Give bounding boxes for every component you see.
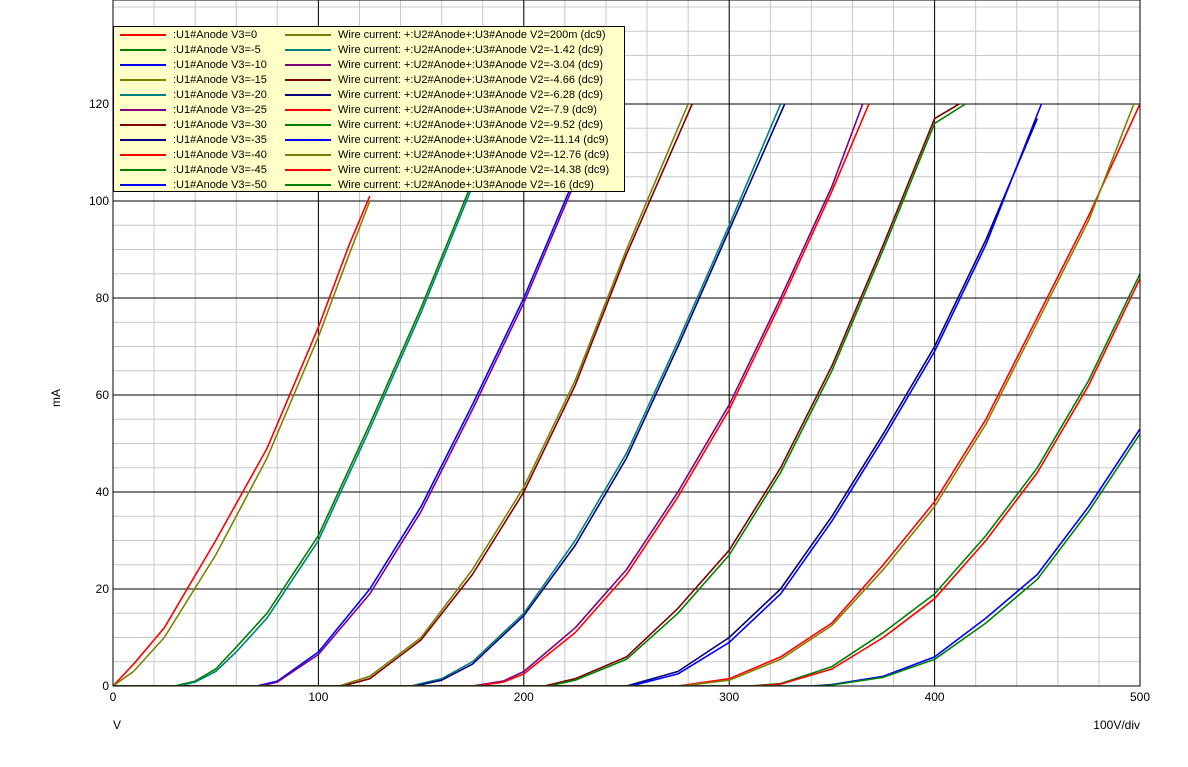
legend-swatch: [285, 184, 331, 186]
legend-label: :U1#Anode V3=-10: [173, 59, 267, 71]
legend-label: Wire current: +:U2#Anode+:U3#Anode V2=-7…: [338, 104, 597, 116]
curve-right-3: [342, 103, 693, 686]
legend-swatch: [120, 169, 166, 171]
legend-label: Wire current: +:U2#Anode+:U3#Anode V2=-1…: [338, 179, 594, 191]
legend-swatch: [120, 154, 166, 156]
legend-label: Wire current: +:U2#Anode+:U3#Anode V2=-9…: [338, 119, 604, 131]
curve-right-2: [260, 181, 576, 686]
legend-swatch: [120, 139, 166, 141]
curve-left-1: [174, 181, 474, 686]
legend-label: Wire current: +:U2#Anode+:U3#Anode V2=-3…: [338, 59, 604, 71]
y-tick-label: 80: [96, 291, 110, 305]
legend-label: Wire current: +:U2#Anode+:U3#Anode V2=-4…: [338, 74, 604, 86]
curves: [113, 103, 1140, 686]
legend-swatch: [120, 124, 166, 126]
legend-label: Wire current: +:U2#Anode+:U3#Anode V2=-1…: [338, 44, 604, 56]
legend-swatch: [285, 34, 331, 36]
curve-right-0: [113, 200, 371, 686]
curve-left-6: [544, 103, 960, 686]
legend-label: Wire current: +:U2#Anode+:U3#Anode V2=-1…: [338, 149, 610, 161]
x-tick-label: 100: [308, 690, 328, 704]
x-tick-label: 300: [719, 690, 739, 704]
legend-label: Wire current: +:U2#Anode+:U3#Anode V2=-6…: [338, 89, 604, 101]
y-tick-labels: 0 20 40 60 80 100 120: [89, 97, 109, 693]
curve-left-0: [113, 195, 371, 686]
curve-right-4: [414, 103, 786, 686]
curve-right-6: [548, 103, 966, 686]
legend-swatch: [120, 79, 166, 81]
legend-swatch: [285, 124, 331, 126]
y-tick-label: 20: [96, 582, 110, 596]
legend-swatch: [285, 79, 331, 81]
legend-swatch: [120, 34, 166, 36]
legend-label: :U1#Anode V3=-35: [173, 134, 267, 146]
legend-swatch: [120, 109, 166, 111]
x-tick-label: 0: [110, 690, 117, 704]
curve-right-5: [476, 103, 870, 686]
legend: :U1#Anode V3=0 :U1#Anode V3=-5 :U1#Anode V…: [113, 26, 625, 192]
legend-swatch: [285, 139, 331, 141]
curve-right-7: [630, 103, 1043, 686]
legend-swatch: [285, 154, 331, 156]
legend-swatch: [285, 49, 331, 51]
curve-left-2: [256, 176, 576, 686]
curve-left-3: [338, 103, 689, 686]
y-tick-label: 0: [102, 679, 109, 693]
legend-label: :U1#Anode V3=-25: [173, 104, 267, 116]
legend-label: :U1#Anode V3=-15: [173, 74, 267, 86]
x-tick-label: 400: [925, 690, 945, 704]
legend-label: :U1#Anode V3=-20: [173, 89, 267, 101]
legend-swatch: [120, 64, 166, 66]
x-tick-labels: 0 100 200 300 400 500: [110, 690, 1151, 704]
legend-label: :U1#Anode V3=-30: [173, 119, 267, 131]
y-tick-label: 60: [96, 388, 110, 402]
legend-swatch: [285, 94, 331, 96]
curve-right-9: [753, 278, 1140, 686]
x-axis-label: V: [113, 718, 121, 732]
legend-label: Wire current: +:U2#Anode+:U3#Anode V2=-1…: [338, 134, 609, 146]
y-axis-label: mA: [49, 389, 63, 407]
legend-label: :U1#Anode V3=-50: [173, 179, 267, 191]
x-tick-label: 500: [1130, 690, 1150, 704]
curve-right-10: [815, 433, 1140, 686]
legend-swatch: [285, 109, 331, 111]
legend-label: :U1#Anode V3=-45: [173, 164, 267, 176]
legend-label: :U1#Anode V3=-40: [173, 149, 267, 161]
curve-left-7: [626, 118, 1039, 686]
legend-swatch: [285, 169, 331, 171]
y-tick-label: 100: [89, 194, 109, 208]
legend-swatch: [120, 49, 166, 51]
legend-label: :U1#Anode V3=0: [173, 29, 258, 41]
legend-swatch: [285, 64, 331, 66]
legend-label: Wire current: +:U2#Anode+:U3#Anode V2=-1…: [338, 164, 610, 176]
x-tick-label: 200: [514, 690, 534, 704]
curve-right-8: [681, 103, 1135, 686]
legend-label: Wire current: +:U2#Anode+:U3#Anode V2=20…: [338, 29, 606, 41]
curve-left-8: [677, 103, 1140, 686]
legend-swatch: [120, 94, 166, 96]
x-division-label: 100V/div: [1093, 718, 1140, 732]
curve-left-9: [749, 273, 1140, 686]
curve-left-5: [472, 103, 864, 686]
curve-left-4: [410, 103, 782, 686]
plot-frame: [112, 0, 1141, 687]
curve-right-1: [178, 186, 474, 686]
legend-label: :U1#Anode V3=-5: [173, 44, 261, 56]
legend-swatch: [120, 184, 166, 186]
y-tick-label: 40: [96, 485, 110, 499]
y-tick-label: 120: [89, 97, 109, 111]
